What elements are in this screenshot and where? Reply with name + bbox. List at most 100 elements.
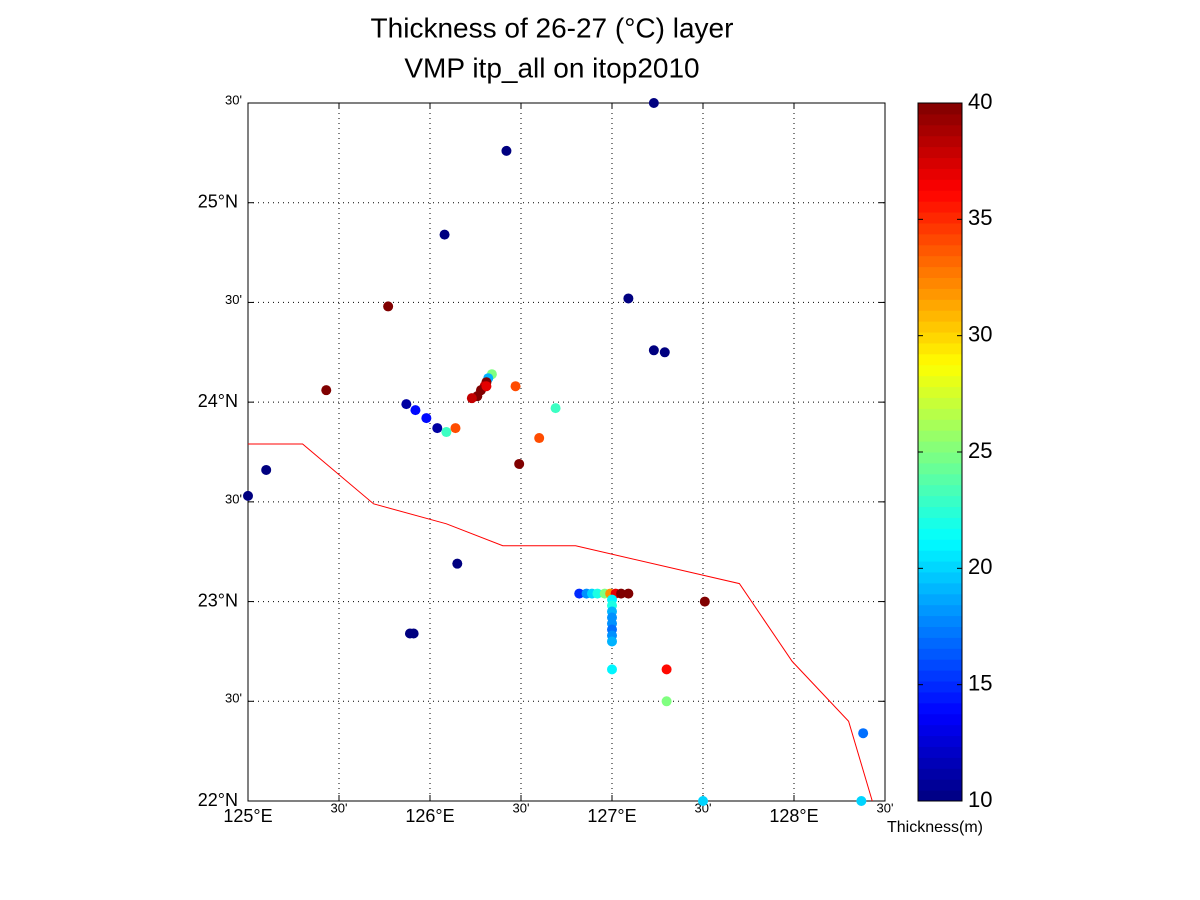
colorbar-segment (918, 113, 962, 126)
colorbar-segment (918, 288, 962, 300)
track-line (248, 443, 873, 802)
colorbar-tick-label: 35 (968, 205, 992, 230)
colorbar-segment (918, 397, 962, 409)
data-point (623, 588, 634, 599)
colorbar-segment (918, 419, 962, 431)
colorbar-segment (918, 484, 962, 497)
colorbar-segment (918, 550, 962, 562)
colorbar-segment (918, 757, 962, 769)
colorbar-segment (918, 299, 962, 311)
colorbar-segment (918, 604, 962, 617)
colorbar-segment (918, 332, 962, 344)
colorbar-segment (918, 375, 962, 388)
x-tick-label: 30' (331, 800, 348, 815)
colorbar-segment (918, 277, 962, 289)
data-point (607, 664, 617, 675)
colorbar-segment (918, 386, 962, 398)
colorbar-segment (918, 266, 962, 278)
data-point (432, 423, 443, 434)
x-tick-label: 126°E (405, 806, 454, 826)
data-point (661, 664, 672, 675)
colorbar-segment (918, 364, 962, 377)
colorbar-segment (918, 702, 962, 715)
x-tick-label: 125°E (223, 806, 272, 826)
colorbar-segment (918, 517, 962, 529)
colorbar-segment (918, 233, 962, 246)
colorbar-segment (918, 790, 962, 802)
data-point (698, 796, 708, 806)
y-tick-label: 30' (225, 92, 242, 107)
colorbar-segment (918, 528, 962, 540)
data-point (648, 98, 659, 108)
colorbar-segment (918, 255, 962, 268)
colorbar-segment (918, 222, 962, 235)
data-point (421, 413, 432, 424)
colorbar-segment (918, 342, 962, 355)
colorbar-segment (918, 190, 962, 202)
colorbar-segment (918, 626, 962, 638)
x-tick-label: 30' (513, 800, 530, 815)
data-point (243, 490, 253, 501)
colorbar-segment (918, 430, 962, 442)
y-tick-label: 30' (225, 292, 242, 307)
data-point (623, 293, 634, 304)
data-point (439, 229, 450, 240)
data-point (648, 345, 659, 356)
colorbar-segment (918, 321, 962, 333)
colorbar-segment (918, 539, 962, 551)
colorbar-segment (918, 310, 962, 322)
colorbar-tick-label: 10 (968, 787, 992, 812)
y-tick-label: 24°N (198, 391, 238, 411)
colorbar-segment (918, 462, 962, 475)
colorbar-segment (918, 157, 962, 169)
colorbar-tick-label: 15 (968, 670, 992, 695)
data-point (534, 433, 545, 444)
colorbar-segment (918, 495, 962, 508)
colorbar-segment (918, 168, 962, 180)
colorbar-label: Thickness(m) (887, 819, 983, 836)
colorbar-tick-label: 30 (968, 321, 992, 346)
colorbar-segment (918, 768, 962, 780)
colorbar-segment (918, 473, 962, 486)
x-tick-label: 30' (877, 800, 894, 815)
y-tick-label: 22°N (198, 790, 238, 810)
colorbar-segment (918, 746, 962, 758)
data-point (261, 464, 272, 475)
data-point (574, 588, 585, 599)
colorbar-segment (918, 124, 962, 137)
colorbar-segment (918, 582, 962, 595)
data-point (450, 423, 461, 434)
data-point (510, 381, 521, 392)
colorbar-tick-label: 20 (968, 554, 992, 579)
colorbar-segment (918, 408, 962, 420)
x-tick-label: 128°E (769, 806, 818, 826)
colorbar-segment (918, 179, 962, 191)
colorbar-segment (918, 681, 962, 693)
colorbar-segment (918, 779, 962, 791)
colorbar-segment (918, 146, 962, 159)
colorbar-segment (918, 244, 962, 257)
colorbar-segment (918, 571, 962, 584)
colorbar-segment (918, 637, 962, 649)
data-point (661, 696, 672, 707)
colorbar-segment (918, 593, 962, 606)
data-point (441, 427, 452, 438)
data-point (501, 145, 512, 156)
chart-subtitle: VMP itp_all on itop2010 (404, 52, 699, 83)
data-point (466, 393, 477, 404)
data-point (383, 301, 394, 312)
data-point (659, 347, 670, 358)
x-tick-label: 127°E (587, 806, 636, 826)
colorbar-segment (918, 201, 962, 213)
colorbar-segment (918, 452, 962, 464)
colorbar-segment (918, 724, 962, 737)
colorbar-segment (918, 713, 962, 726)
colorbar-segment (918, 441, 962, 453)
colorbar-segment (918, 670, 962, 682)
colorbar-segment (918, 648, 962, 660)
data-point (514, 458, 525, 469)
y-tick-label: 30' (225, 691, 242, 706)
data-point (481, 381, 492, 392)
colorbar-segment (918, 506, 962, 518)
y-tick-label: 23°N (198, 590, 238, 610)
